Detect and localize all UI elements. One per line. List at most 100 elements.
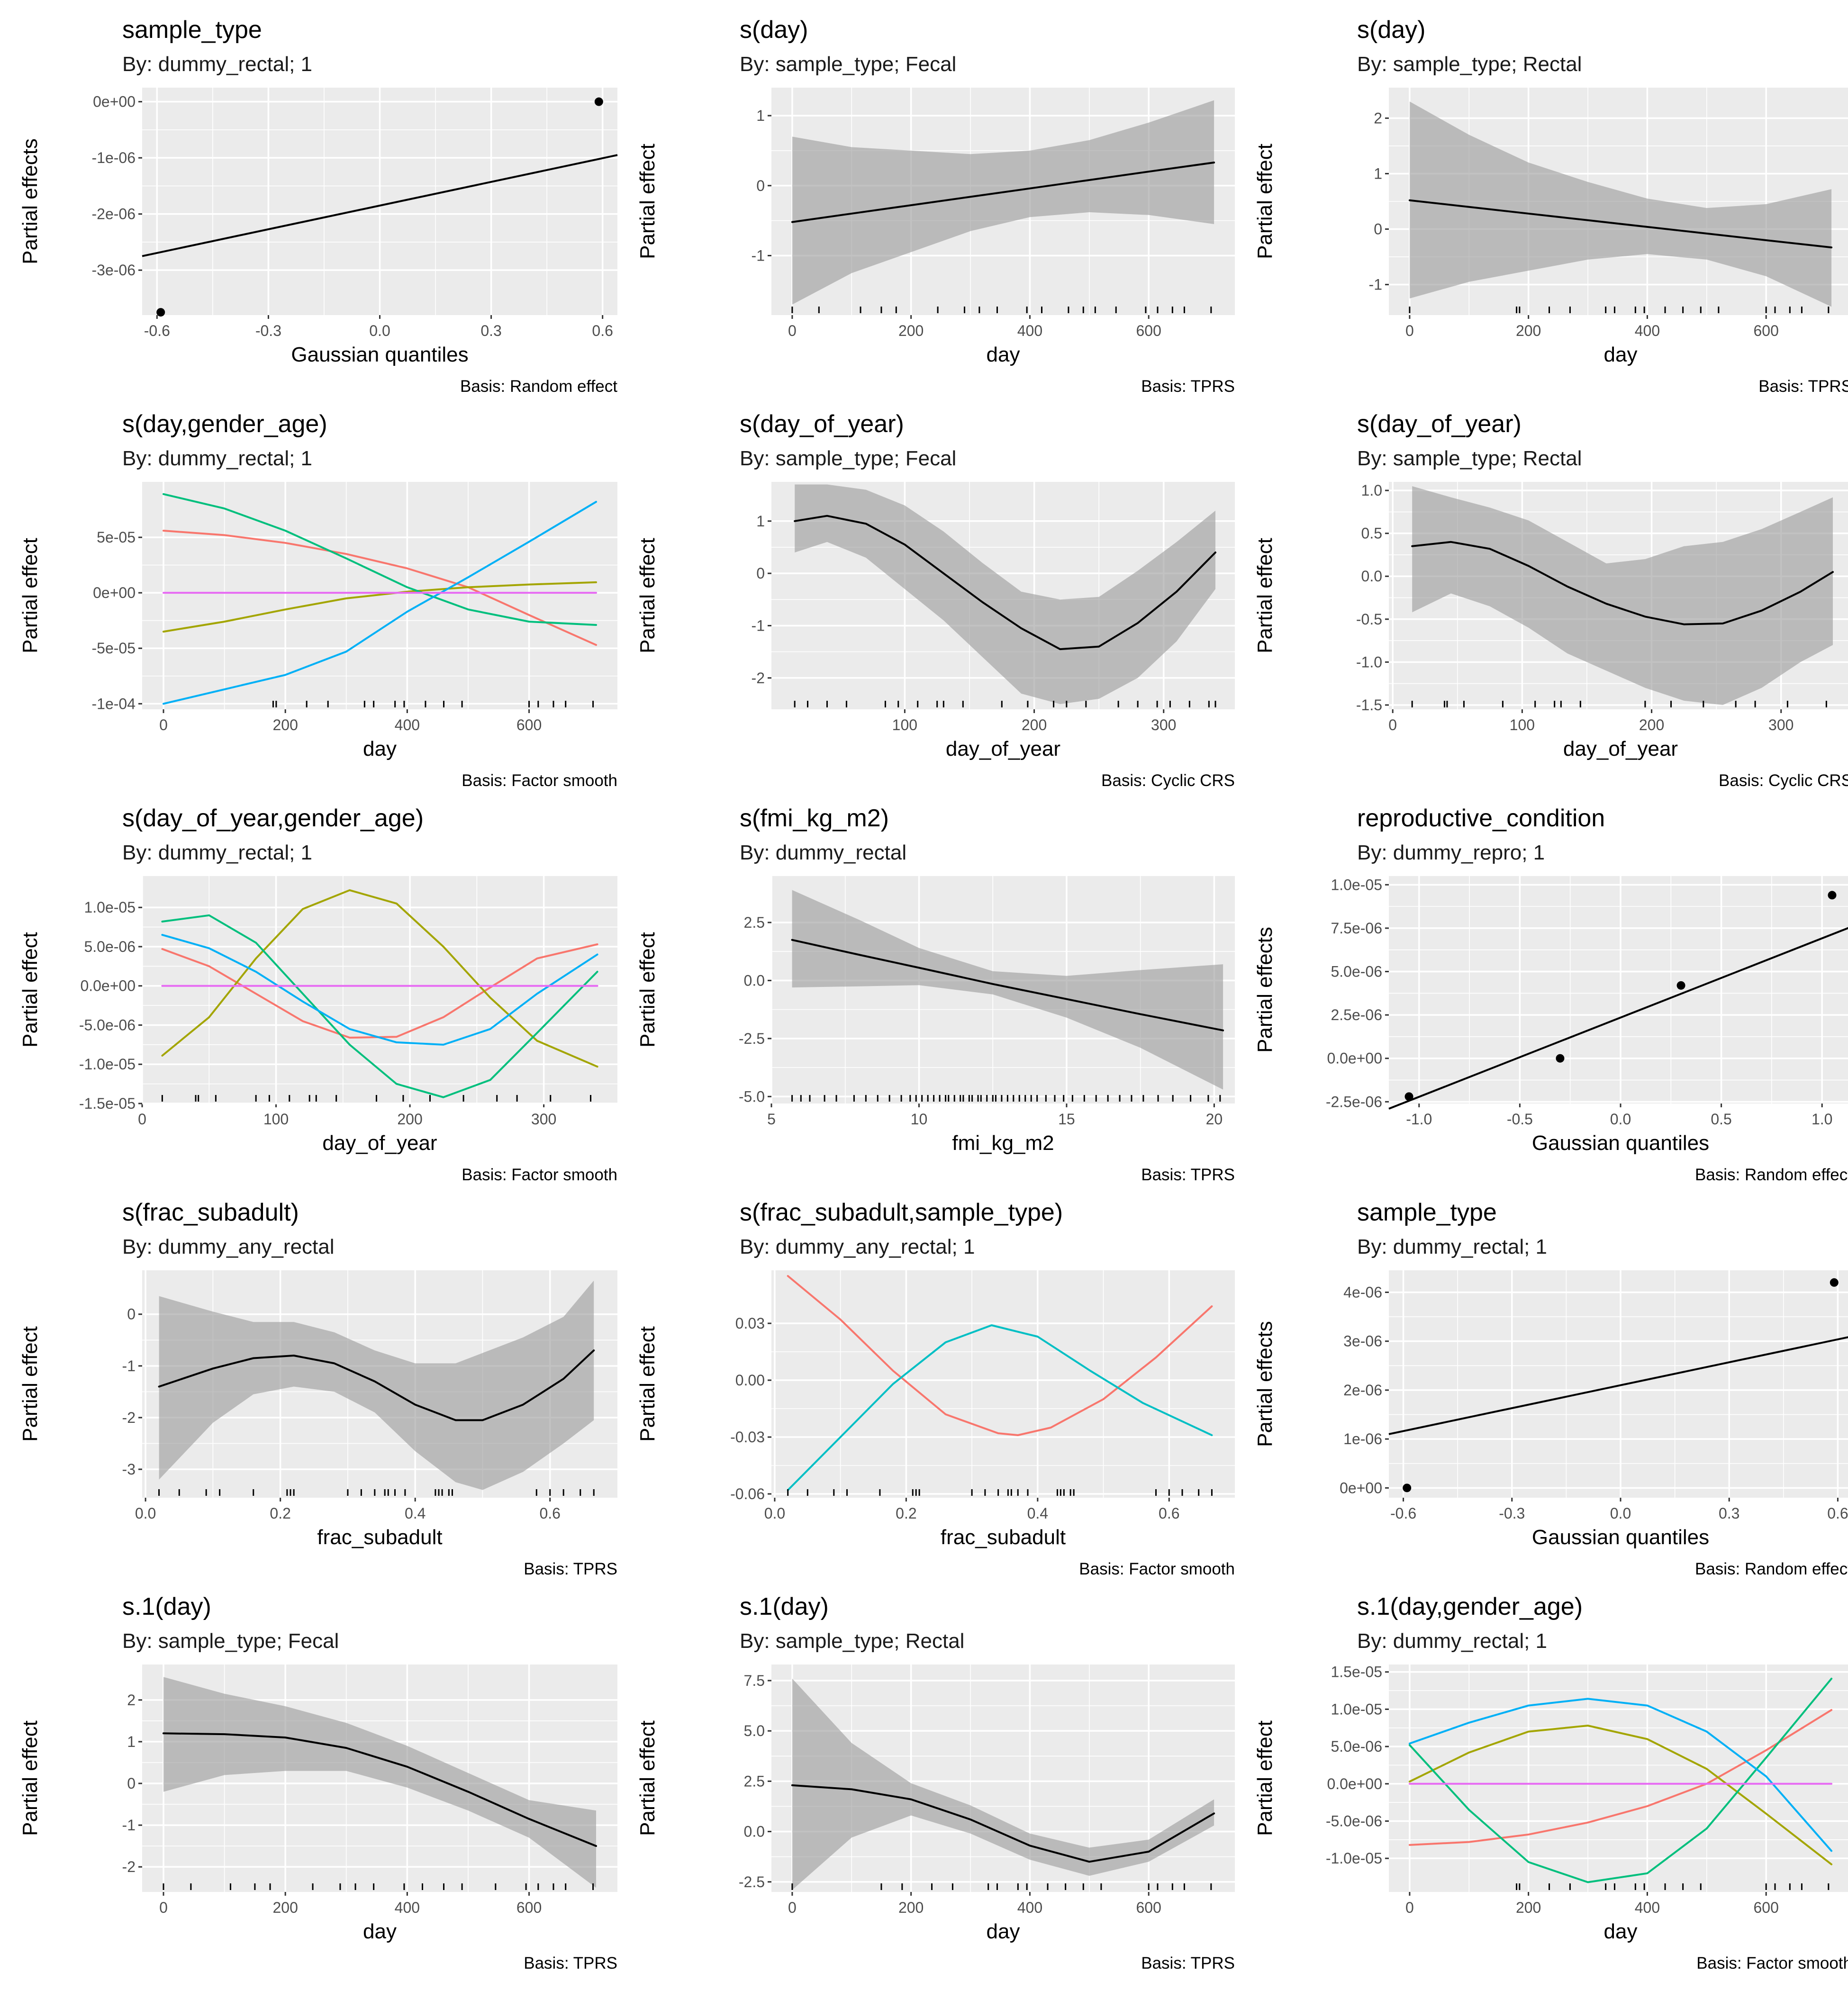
x-tick-label: 100 <box>1510 716 1535 733</box>
x-tick-label: 0 <box>138 1111 146 1128</box>
fitted-curve <box>163 1732 597 1847</box>
y-tick-label: 0 <box>1374 221 1382 238</box>
data-point <box>1404 1092 1413 1101</box>
y-tick-label: 0.0 <box>744 1823 765 1840</box>
y-tick-label: 2e-06 <box>1343 1382 1382 1399</box>
x-tick-label: 400 <box>1017 1899 1042 1916</box>
y-tick-label: 0 <box>756 565 765 582</box>
x-axis-label: frac_subadult <box>317 1526 442 1549</box>
confidence-band <box>795 484 1215 704</box>
y-tick-label: -1e-06 <box>92 149 136 166</box>
x-axis-label: Gaussian quantiles <box>1532 1131 1709 1155</box>
x-tick-label: 200 <box>1639 716 1664 733</box>
y-tick-label: -1.0e-05 <box>1326 1850 1382 1867</box>
factor-level-curve <box>161 889 598 1068</box>
chart-caption: Basis: TPRS <box>524 1954 617 1972</box>
x-tick-label: 300 <box>531 1111 556 1128</box>
chart-title: s.1(day) <box>122 1593 211 1620</box>
chart-subtitle: By: dummy_rectal; 1 <box>1357 1235 1547 1258</box>
confidence-band <box>1409 101 1832 307</box>
fitted-curve <box>1411 541 1834 625</box>
x-axis-label: day_of_year <box>1563 737 1678 760</box>
fitted-curve <box>791 162 1215 223</box>
y-tick-label: -1 <box>752 617 765 634</box>
y-tick-label: 0.5 <box>1361 525 1382 542</box>
x-tick-label: 600 <box>1753 322 1778 339</box>
y-tick-label: 0.03 <box>735 1315 765 1332</box>
x-tick-label: 100 <box>263 1111 289 1128</box>
x-tick-label: 0.6 <box>592 322 613 339</box>
plot-panel <box>1389 1270 1848 1498</box>
chart-title: sample_type <box>1357 1199 1497 1226</box>
y-axis-label: Partial effect <box>18 932 42 1048</box>
x-tick-label: 0.0 <box>369 322 390 339</box>
y-axis-label: Partial effect <box>636 1326 659 1442</box>
data-point <box>1828 891 1837 900</box>
x-axis-label: Gaussian quantiles <box>291 343 468 366</box>
x-tick-label: 0.5 <box>1711 1111 1731 1128</box>
x-tick-label: 1.0 <box>1812 1111 1832 1128</box>
y-tick-label: 1.0e-05 <box>1331 1701 1382 1718</box>
chart-title: s(day_of_year) <box>740 410 904 438</box>
chart-caption: Basis: TPRS <box>1141 377 1235 396</box>
x-tick-label: 0 <box>1405 322 1414 339</box>
chart-subtitle: By: dummy_rectal; 1 <box>122 53 312 76</box>
chart-subtitle: By: sample_type; Fecal <box>122 1629 339 1653</box>
chart-subtitle: By: sample_type; Rectal <box>740 1629 964 1653</box>
fitted-curve <box>158 1349 595 1421</box>
y-tick-label: -1 <box>752 247 765 264</box>
chart-subtitle: By: dummy_rectal; 1 <box>1357 1629 1547 1653</box>
chart-panel: s(frac_subadult) By: dummy_any_rectal 0.0 0… <box>18 1199 617 1578</box>
x-tick-label: -0.6 <box>144 322 170 339</box>
chart-caption: Basis: Random effect <box>1695 1166 1848 1184</box>
x-tick-label: 0.2 <box>270 1505 290 1522</box>
y-tick-label: -1 <box>122 1357 136 1375</box>
y-tick-label: 1.0e-05 <box>1331 876 1382 893</box>
y-tick-label: -2.5 <box>739 1873 765 1890</box>
factor-level-curve <box>787 1324 1213 1491</box>
plot-panel <box>771 1270 1235 1498</box>
y-tick-label: 0 <box>756 177 765 194</box>
x-tick-label: 300 <box>1768 716 1794 733</box>
chart-subtitle: By: sample_type; Fecal <box>740 53 956 76</box>
confidence-band <box>159 1280 594 1490</box>
x-axis-label: day <box>987 343 1020 366</box>
confidence-band <box>163 1677 596 1888</box>
x-tick-label: 400 <box>1017 322 1042 339</box>
y-tick-label: 0.0 <box>744 972 765 989</box>
data-point <box>1556 1054 1565 1063</box>
fitted-curve <box>791 1784 1215 1863</box>
y-tick-label: 1 <box>756 513 765 530</box>
factor-level-curve <box>161 943 598 1039</box>
factor-level-curve <box>1408 1709 1833 1846</box>
y-tick-label: 5.0e-06 <box>1331 963 1382 980</box>
x-tick-label: 0.4 <box>1027 1505 1048 1522</box>
chart-caption: Basis: Random effect <box>460 377 617 396</box>
y-axis-label: Partial effect <box>636 144 659 259</box>
factor-level-curve <box>787 1275 1213 1436</box>
chart-subtitle: By: dummy_rectal; 1 <box>122 447 312 470</box>
y-tick-label: 1 <box>756 107 765 124</box>
y-tick-label: 0.00 <box>735 1372 765 1389</box>
x-tick-label: 200 <box>898 322 924 339</box>
y-tick-label: 1.0 <box>1361 482 1382 499</box>
chart-subtitle: By: dummy_any_rectal <box>122 1235 335 1258</box>
factor-level-curve <box>1408 1725 1833 1865</box>
y-axis-label: Partial effects <box>1253 1321 1277 1447</box>
plot-panel <box>142 876 617 1104</box>
chart-caption: Basis: TPRS <box>1758 377 1848 396</box>
x-axis-label: frac_subadult <box>941 1526 1066 1549</box>
y-tick-label: -2 <box>752 669 765 687</box>
y-tick-label: 5.0 <box>744 1722 765 1739</box>
qq-reference-line <box>1388 1336 1848 1435</box>
chart-title: s(day_of_year,gender_age) <box>122 805 424 832</box>
y-tick-label: -2 <box>122 1858 136 1875</box>
x-axis-label: day_of_year <box>946 737 1060 760</box>
x-tick-label: 200 <box>272 1899 298 1916</box>
y-tick-label: 0.0 <box>1361 568 1382 585</box>
y-tick-label: -1 <box>1369 276 1382 293</box>
x-tick-label: 0 <box>1388 716 1397 733</box>
confidence-band <box>1412 486 1833 705</box>
y-tick-label: -1.5 <box>1356 696 1382 714</box>
factor-level-curve <box>163 501 597 705</box>
